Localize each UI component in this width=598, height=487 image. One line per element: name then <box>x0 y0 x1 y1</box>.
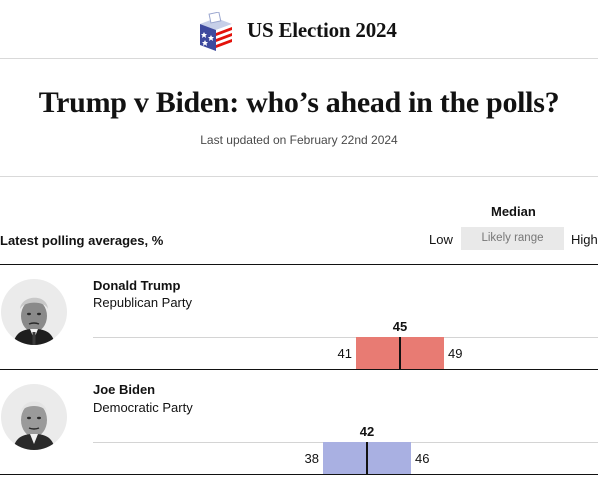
biden-name: Joe Biden <box>93 382 156 397</box>
trump-avatar <box>1 279 67 345</box>
page-title: Trump v Biden: who’s ahead in the polls? <box>38 86 560 119</box>
ballot-box-icon <box>200 12 232 51</box>
trump-party: Republican Party <box>93 295 192 310</box>
trump-high-value: 49 <box>448 346 463 361</box>
biden-median-value: 42 <box>359 424 375 439</box>
biden-party: Democratic Party <box>93 400 193 415</box>
biden-low-value: 38 <box>304 451 319 466</box>
header-divider <box>0 58 598 59</box>
biden-median-marker <box>366 442 368 474</box>
trump-name: Donald Trump <box>93 278 181 293</box>
trump-low-value: 41 <box>337 346 352 361</box>
biden-high-value: 46 <box>415 451 430 466</box>
row-divider <box>0 369 598 370</box>
trump-median-value: 45 <box>392 319 408 334</box>
table-top-rule <box>0 264 598 265</box>
portrait-icon <box>13 401 55 450</box>
portrait-icon <box>13 297 55 345</box>
biden-avatar <box>1 384 67 450</box>
legend-high-label: High <box>571 232 598 247</box>
section-title[interactable]: US Election 2024 <box>247 18 397 42</box>
legend-median-label: Median <box>491 204 536 219</box>
last-updated: Last updated on February 22nd 2024 <box>200 133 398 147</box>
trump-median-marker <box>399 337 401 369</box>
table-bottom-rule <box>0 474 598 475</box>
legend-likely-range: Likely range <box>461 227 564 250</box>
trump-bar-baseline <box>93 337 598 338</box>
chart-title: Latest polling averages, % <box>0 233 164 248</box>
section-divider <box>0 176 598 177</box>
section-header: US Election 2024 <box>0 0 598 58</box>
legend-low-label: Low <box>429 232 453 247</box>
